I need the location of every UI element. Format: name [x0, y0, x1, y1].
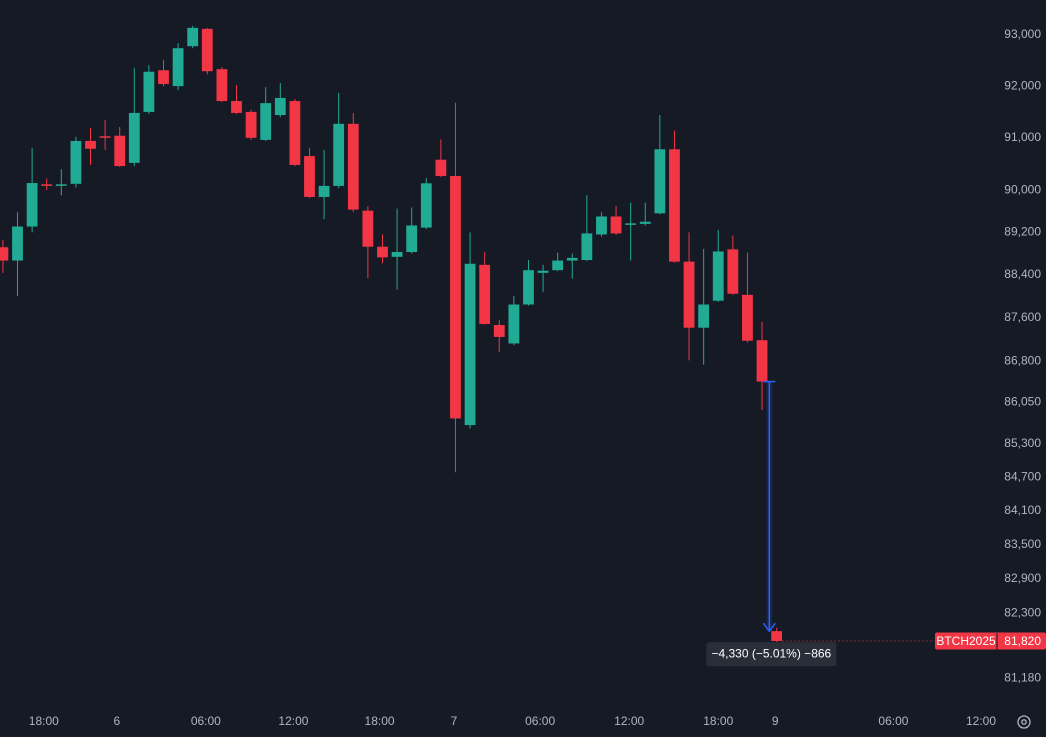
x-tick-label: 18:00	[365, 714, 395, 728]
gear-inner[interactable]	[1021, 719, 1027, 725]
candle-body	[450, 175, 461, 419]
candle-body	[537, 270, 549, 273]
candle-body	[566, 257, 578, 261]
candle-body	[70, 140, 82, 184]
candle-body	[610, 216, 622, 234]
x-tick-label: 18:00	[703, 714, 733, 728]
measure-arrow	[762, 622, 776, 633]
candle-body	[639, 221, 651, 224]
y-tick-label: 89,200	[1004, 225, 1041, 239]
x-tick-label: 12:00	[614, 714, 644, 728]
candle-body	[128, 112, 140, 163]
candle-body	[523, 270, 534, 305]
x-tick-label: 9	[772, 714, 779, 728]
symbol-label: BTCH2025	[936, 634, 996, 648]
candle-body	[669, 149, 680, 262]
candle-body	[406, 225, 418, 253]
candle-body	[479, 264, 491, 324]
x-tick-label: 12:00	[966, 714, 996, 728]
candle-body	[0, 247, 9, 261]
measure-label: −4,330 (−5.01%) −866	[711, 646, 831, 660]
candle-body	[771, 631, 783, 641]
candle-body	[289, 101, 301, 165]
candle-body	[420, 183, 432, 228]
last-price-label: 81,820	[1004, 634, 1041, 648]
y-tick-label: 84,700	[1004, 469, 1041, 483]
candle-body	[99, 136, 111, 138]
candle-body	[698, 304, 710, 328]
x-tick-label: 06:00	[525, 714, 555, 728]
gear-outer[interactable]	[1017, 715, 1031, 729]
y-tick-label: 88,400	[1004, 267, 1041, 281]
candle-body	[654, 149, 666, 214]
candle-body	[318, 185, 330, 197]
candle-body	[41, 184, 53, 186]
candle-body	[493, 325, 505, 337]
y-tick-label: 93,000	[1004, 27, 1041, 41]
candle-body	[377, 246, 388, 258]
candle-body	[683, 261, 695, 328]
candle-body	[26, 183, 38, 227]
candle-body	[55, 184, 67, 186]
candle-body	[12, 226, 23, 261]
candle-body	[727, 249, 739, 294]
x-tick-label: 06:00	[878, 714, 908, 728]
candle-body	[333, 123, 345, 186]
x-tick-label: 18:00	[29, 714, 59, 728]
candle-body	[435, 159, 447, 176]
x-tick-label: 6	[113, 714, 120, 728]
candle-body	[231, 101, 242, 113]
y-tick-label: 91,000	[1004, 130, 1041, 144]
y-tick-label: 86,050	[1004, 395, 1041, 409]
y-tick-label: 82,300	[1004, 605, 1041, 619]
y-tick-label: 85,300	[1004, 436, 1041, 450]
y-tick-label: 92,000	[1004, 78, 1041, 92]
candle-body	[712, 251, 724, 301]
y-tick-label: 82,900	[1004, 571, 1041, 585]
price-tag	[935, 632, 1046, 650]
candle-body	[464, 263, 476, 426]
candle-body	[274, 97, 286, 116]
candle-body	[114, 135, 126, 166]
candle-body	[625, 223, 637, 225]
candle-body	[362, 210, 374, 247]
candle-body	[172, 48, 184, 87]
candle-body	[742, 294, 753, 341]
y-tick-label: 90,000	[1004, 182, 1041, 196]
candle-body	[552, 260, 564, 271]
candle-body	[201, 28, 213, 72]
candle-body	[143, 71, 155, 112]
candle-body	[391, 252, 403, 257]
y-tick-label: 87,600	[1004, 310, 1041, 324]
candle-body	[245, 111, 257, 138]
candle-body	[85, 140, 96, 149]
y-tick-label: 83,500	[1004, 537, 1041, 551]
candle-body	[756, 340, 768, 382]
y-tick-label: 84,100	[1004, 503, 1041, 517]
candle-body	[158, 70, 169, 85]
candle-body	[187, 27, 199, 47]
candle-body	[347, 123, 359, 210]
candle-body	[596, 216, 607, 235]
x-tick-label: 7	[451, 714, 458, 728]
candle-body	[216, 69, 228, 102]
candle-body	[260, 103, 272, 140]
measure-label-box	[706, 642, 837, 667]
candle-body	[304, 156, 315, 197]
candle-body	[581, 233, 593, 261]
y-tick-label: 86,800	[1004, 354, 1041, 368]
x-tick-label: 06:00	[191, 714, 221, 728]
settings-icon[interactable]	[1017, 715, 1031, 729]
y-tick-label: 81,180	[1004, 670, 1041, 684]
x-tick-label: 12:00	[278, 714, 308, 728]
candle-body	[508, 304, 520, 344]
